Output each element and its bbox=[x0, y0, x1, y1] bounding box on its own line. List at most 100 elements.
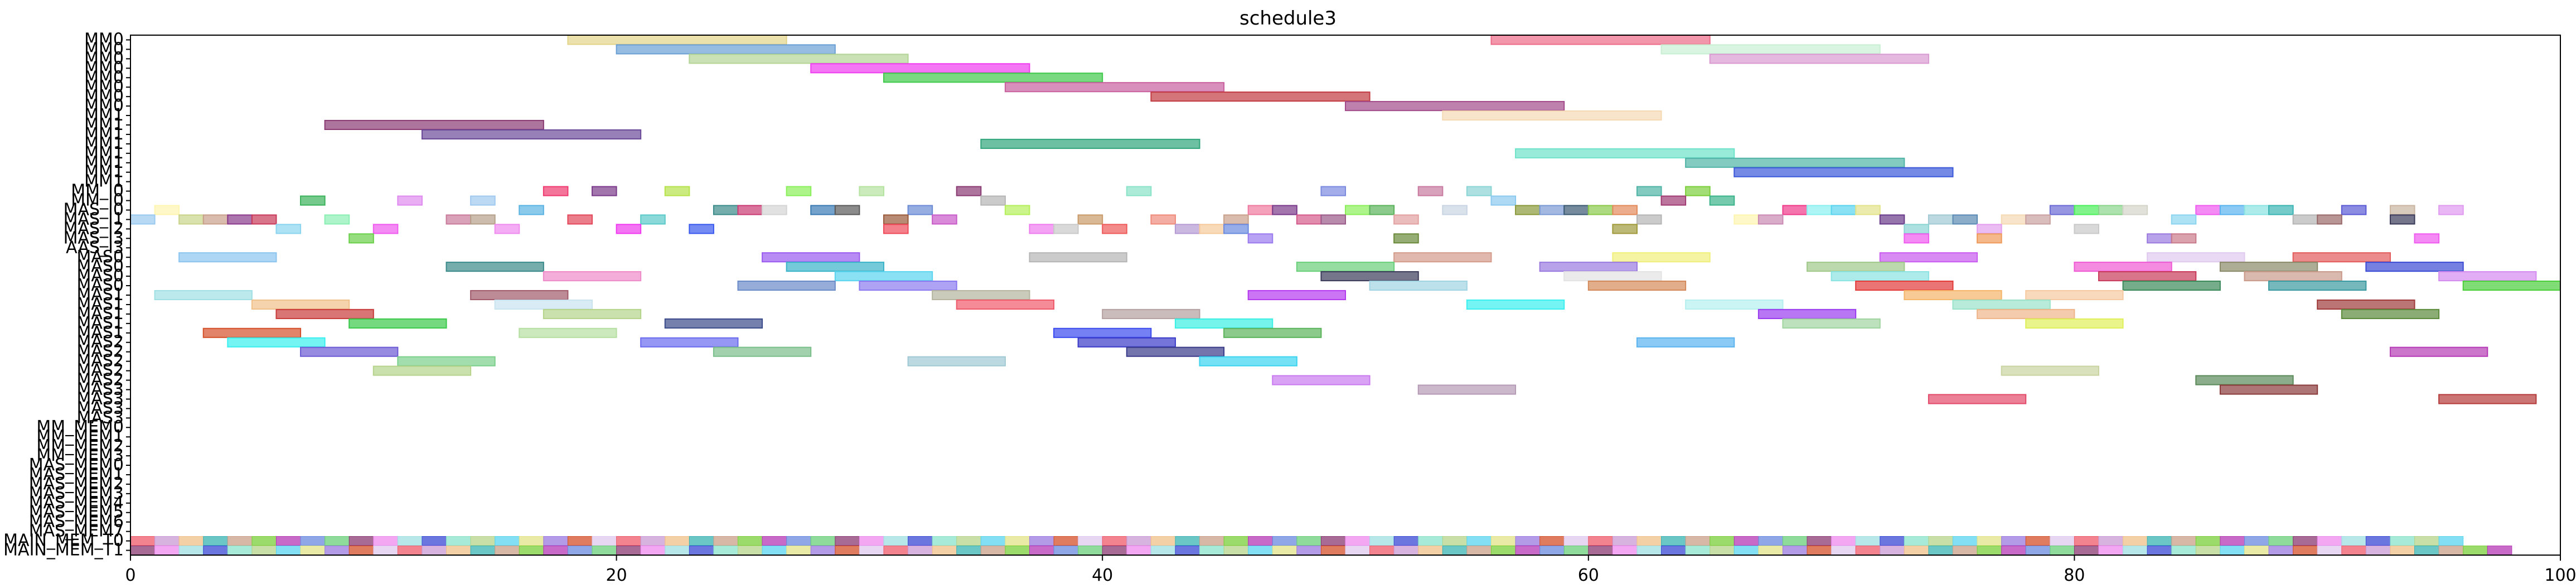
task-bar bbox=[227, 214, 253, 225]
task-bar bbox=[810, 63, 1030, 74]
task-bar bbox=[713, 205, 739, 215]
task-bar bbox=[2122, 281, 2221, 291]
memory-block bbox=[325, 545, 350, 556]
task-bar bbox=[543, 309, 642, 319]
task-bar bbox=[324, 214, 350, 225]
y-tick-label: MAIN_MEM_T1 bbox=[3, 541, 124, 560]
task-bar bbox=[446, 214, 472, 225]
task-bar bbox=[1004, 82, 1225, 93]
task-bar bbox=[932, 290, 1030, 301]
task-bar bbox=[2025, 290, 2124, 301]
task-bar bbox=[2171, 233, 2197, 244]
task-bar bbox=[130, 214, 156, 225]
y-tick-label: MAS3 bbox=[76, 379, 124, 399]
memory-block bbox=[1928, 545, 1953, 556]
task-bar bbox=[664, 186, 690, 196]
task-bar bbox=[737, 205, 763, 215]
y-tick-label: MM0 bbox=[84, 58, 124, 78]
y-tick-label: MM_MEM0 bbox=[36, 417, 124, 437]
memory-block bbox=[519, 545, 544, 556]
memory-block bbox=[1977, 545, 2002, 556]
task-bar bbox=[2389, 214, 2415, 225]
task-bar bbox=[1102, 224, 1127, 234]
task-bar bbox=[1709, 54, 1929, 64]
task-bar bbox=[2244, 271, 2342, 282]
memory-block bbox=[1223, 536, 1249, 546]
memory-block bbox=[835, 536, 860, 546]
y-tick-label: MM1 bbox=[84, 153, 124, 172]
task-bar bbox=[2195, 375, 2294, 385]
task-bar bbox=[1563, 271, 1662, 282]
memory-block bbox=[2438, 536, 2464, 546]
memory-block bbox=[1734, 536, 1759, 546]
memory-block bbox=[786, 545, 811, 556]
memory-block bbox=[1199, 536, 1224, 546]
task-bar bbox=[1466, 186, 1492, 196]
task-bar bbox=[154, 205, 180, 215]
y-tick-label: MAS_MEM4 bbox=[29, 493, 124, 513]
task-bar bbox=[1952, 214, 1978, 225]
task-bar bbox=[1490, 195, 1517, 206]
memory-block bbox=[1150, 536, 1176, 546]
memory-block bbox=[178, 545, 204, 556]
memory-block bbox=[1904, 536, 1929, 546]
task-bar bbox=[1612, 252, 1711, 263]
task-bar bbox=[592, 186, 617, 196]
task-bar bbox=[2074, 224, 2099, 234]
memory-block bbox=[1782, 536, 1808, 546]
task-bar bbox=[1734, 214, 1759, 225]
memory-block bbox=[1710, 536, 1735, 546]
memory-block bbox=[810, 545, 836, 556]
memory-block bbox=[495, 536, 520, 546]
memory-block bbox=[1855, 536, 1881, 546]
task-bar bbox=[2438, 394, 2537, 404]
task-bar bbox=[275, 309, 374, 319]
task-bar bbox=[227, 337, 326, 348]
task-bar bbox=[2122, 205, 2148, 215]
task-bar bbox=[348, 318, 447, 329]
y-tick-label: MAS2 bbox=[76, 351, 124, 371]
memory-block bbox=[373, 545, 398, 556]
task-bar bbox=[1345, 101, 1565, 112]
task-bar bbox=[2292, 252, 2391, 263]
task-bar bbox=[1515, 148, 1735, 158]
task-bar bbox=[1587, 205, 1614, 215]
memory-block bbox=[275, 536, 301, 546]
task-bar bbox=[202, 214, 229, 225]
memory-block bbox=[1345, 545, 1371, 556]
task-bar bbox=[640, 214, 666, 225]
y-tick-label: MM1 bbox=[84, 172, 124, 191]
task-bar bbox=[883, 224, 909, 234]
memory-block bbox=[567, 536, 593, 546]
task-bar bbox=[543, 186, 569, 196]
y-tick-label: MAS0 bbox=[76, 257, 124, 276]
memory-block bbox=[1710, 545, 1735, 556]
memory-block bbox=[348, 536, 374, 546]
memory-block bbox=[422, 536, 447, 546]
y-tick-label: MAS1 bbox=[76, 314, 124, 333]
memory-block bbox=[397, 545, 423, 556]
task-bar bbox=[1879, 214, 1905, 225]
y-tick-label: MAS0 bbox=[76, 247, 124, 267]
memory-block bbox=[2195, 545, 2221, 556]
task-bar bbox=[1636, 214, 1662, 225]
task-bar bbox=[2462, 281, 2562, 291]
memory-block bbox=[1636, 536, 1662, 546]
task-bar bbox=[1077, 214, 1103, 225]
task-bar bbox=[1636, 337, 1735, 348]
memory-block bbox=[689, 545, 714, 556]
y-tick-label: MM0 bbox=[84, 30, 124, 49]
task-bar bbox=[664, 318, 763, 329]
memory-block bbox=[422, 545, 447, 556]
task-bar bbox=[1442, 205, 1468, 215]
task-bar bbox=[251, 214, 277, 225]
memory-block bbox=[348, 545, 374, 556]
memory-block bbox=[2341, 545, 2366, 556]
memory-block bbox=[883, 536, 909, 546]
memory-block bbox=[543, 536, 568, 546]
memory-block bbox=[616, 545, 641, 556]
memory-block bbox=[1320, 545, 1346, 556]
memory-block bbox=[2171, 536, 2196, 546]
y-tick-label: MM_MEM1 bbox=[36, 427, 124, 446]
memory-block bbox=[1442, 536, 1468, 546]
